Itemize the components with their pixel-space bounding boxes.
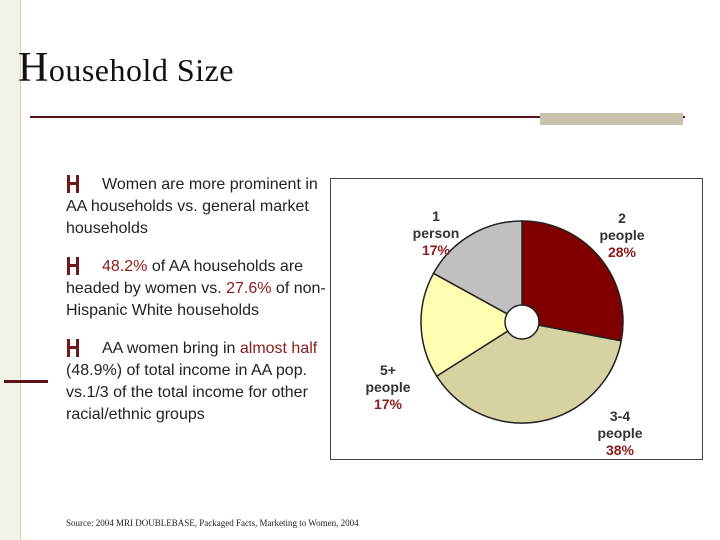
slice-label-5-plus-name: 5+ people: [365, 362, 411, 395]
slice-label-3-4-people: 3-4 people 38%: [575, 391, 665, 476]
pie-chart: [420, 220, 624, 424]
slice-label-1-person-pct: 17%: [421, 242, 451, 258]
bullet-list: Women are more prominent in AA household…: [66, 174, 336, 442]
slice-label-3-4-name: 3-4 people: [597, 408, 643, 441]
slice-label-5-plus-people: 5+ people 17%: [345, 345, 431, 430]
title-underline-block: [540, 113, 683, 125]
bullet-3: AA women bring in almost half (48.9%) of…: [66, 338, 336, 426]
source-note: Source: 2004 MRI DOUBLEBASE, Packaged Fa…: [66, 518, 359, 528]
side-divider: [20, 0, 21, 540]
slice-label-2-people-name: 2 people: [599, 210, 645, 243]
slice-label-5-plus-pct: 17%: [373, 396, 403, 412]
pie-chart-panel: 1 person 17% 2 people 28% 5+ people 17% …: [330, 178, 703, 460]
title-underline: [30, 116, 685, 118]
bullet-h-icon: [67, 257, 79, 275]
bullet-1: Women are more prominent in AA household…: [66, 174, 336, 240]
side-accent-line: [4, 380, 48, 383]
bullet-2-text-1: of AA households are headed by women vs.: [66, 258, 304, 297]
slice-label-3-4-pct: 38%: [605, 442, 635, 458]
slice-label-2-people: 2 people 28%: [577, 193, 667, 278]
bullet-3-text-1: AA women bring in: [102, 340, 240, 357]
title-initial: H: [18, 45, 49, 91]
pie-center-hole: [504, 304, 540, 340]
bullet-2-text-2: of non-Hispanic White households: [66, 280, 326, 319]
side-bar: [0, 0, 20, 540]
page-title: Household Size: [18, 44, 234, 92]
pie-slice-2: [420, 272, 524, 378]
bullet-2-highlight-1: 48.2%: [102, 258, 148, 275]
pie-slice-3: [432, 220, 523, 324]
bullet-h-icon: [67, 175, 79, 193]
bullet-2-highlight-2: 27.6%: [226, 280, 272, 297]
bullet-h-icon: [67, 339, 79, 357]
bullet-2: 48.2% of AA households are headed by wom…: [66, 256, 336, 322]
title-rest: ousehold Size: [48, 52, 234, 88]
bullet-1-text: Women are more prominent in AA household…: [66, 176, 318, 237]
pie-slice-0: [521, 220, 624, 342]
slice-label-1-person: 1 person 17%: [391, 191, 481, 276]
bullet-3-text-2: (48.9%) of total income in AA pop. vs.1/…: [66, 362, 308, 423]
slice-label-1-person-name: 1 person: [412, 208, 460, 241]
bullet-3-highlight: almost half: [239, 340, 318, 357]
slice-label-2-people-pct: 28%: [607, 244, 637, 260]
